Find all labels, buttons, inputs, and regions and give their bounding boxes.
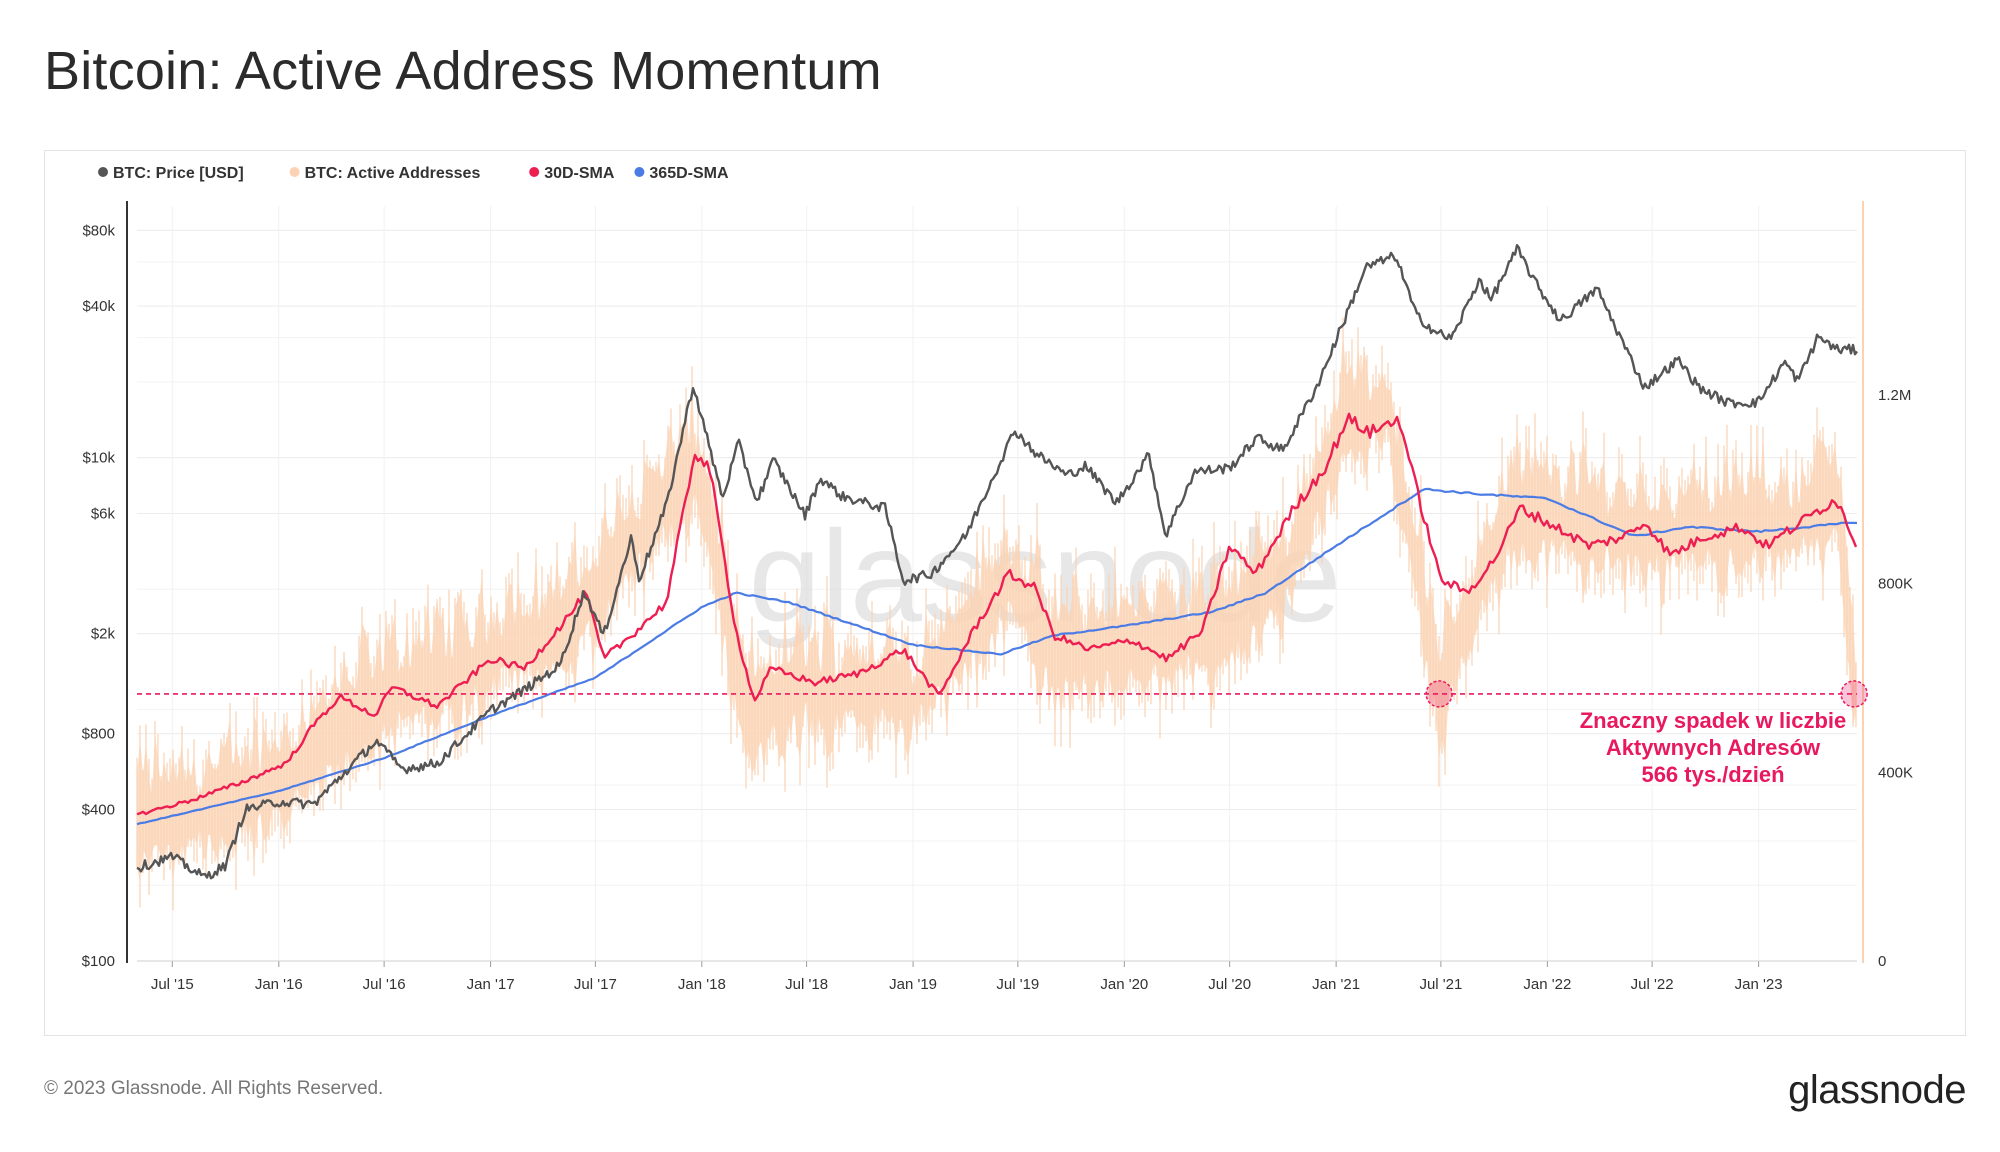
x-tick-label: Jul '18 (785, 976, 828, 993)
x-tick-label: Jan '18 (678, 976, 726, 993)
x-tick-label: Jan '21 (1312, 976, 1360, 993)
legend-marker (529, 167, 540, 177)
legend-marker (98, 167, 108, 177)
x-tick-label: Jan '23 (1735, 976, 1783, 993)
x-tick-label: Jan '20 (1100, 976, 1148, 993)
y-left-tick-label: $2k (91, 626, 116, 643)
x-tick-label: Jan '22 (1523, 976, 1571, 993)
y-left-tick-label: $400 (82, 801, 115, 818)
y-left-tick-label: $80k (82, 222, 115, 239)
y-right-tick-label: 1.2M (1878, 387, 1911, 404)
chart-panel: BTC: Price [USD] BTC: Active Addresses 30D… (44, 150, 1966, 1036)
y-left-tick-label: $800 (82, 726, 115, 743)
active-addresses-area (137, 332, 1856, 883)
x-tick-label: Jan '19 (889, 976, 937, 993)
annotation-text-line: Znaczny spadek w liczbie (1580, 708, 1847, 733)
x-tick-label: Jul '15 (151, 976, 194, 993)
chart-legend: BTC: Price [USD] BTC: Active Addresses 30D… (98, 165, 729, 182)
series-lines (136, 244, 1858, 880)
x-tick-label: Jan '17 (467, 976, 515, 993)
y-left-tick-label: $10k (82, 450, 115, 467)
drop-marker (1425, 680, 1453, 708)
copyright-text: © 2023 Glassnode. All Rights Reserved. (44, 1078, 384, 1099)
legend-label: 365D-SMA (649, 165, 729, 182)
x-tick-label: Jul '19 (996, 976, 1039, 993)
active-addresses-band (136, 317, 1857, 911)
sma365-line (136, 487, 1858, 826)
chart-grid: $100 $400 $800 $2k $6k $10k $40k $80k 0 400K 800K 1… (82, 206, 1913, 993)
drop-marker (1840, 680, 1868, 708)
y-right-tick-label: 0 (1878, 953, 1886, 970)
y-left-tick-label: $40k (82, 298, 115, 315)
x-tick-label: Jul '20 (1208, 976, 1251, 993)
glassnode-logo: glassnode (1788, 1068, 1966, 1112)
annotation-text-line: Aktywnych Adresów (1606, 735, 1821, 760)
price-line (136, 244, 1858, 880)
legend-label: BTC: Active Addresses (305, 165, 481, 182)
legend-marker (289, 167, 300, 177)
y-right-tick-label: 800K (1878, 576, 1913, 593)
legend-label: BTC: Price [USD] (113, 165, 244, 182)
legend-label: 30D-SMA (544, 165, 615, 182)
sma30-line (136, 412, 1858, 816)
x-tick-label: Jul '17 (574, 976, 617, 993)
annotation-text-line: 566 tys./dzień (1641, 762, 1784, 787)
chart-axes (126, 201, 1864, 963)
y-left-tick-label: $6k (91, 505, 116, 522)
chart-svg: BTC: Price [USD] BTC: Active Addresses 30D… (82, 165, 1913, 993)
y-left-tick-label: $100 (82, 953, 115, 970)
page-title: Bitcoin: Active Address Momentum (44, 41, 882, 101)
x-tick-label: Jan '16 (255, 976, 303, 993)
x-tick-label: Jul '22 (1631, 976, 1674, 993)
x-tick-label: Jul '16 (363, 976, 406, 993)
y-right-tick-label: 400K (1878, 764, 1913, 781)
x-tick-label: Jul '21 (1419, 976, 1462, 993)
legend-marker (634, 167, 645, 177)
